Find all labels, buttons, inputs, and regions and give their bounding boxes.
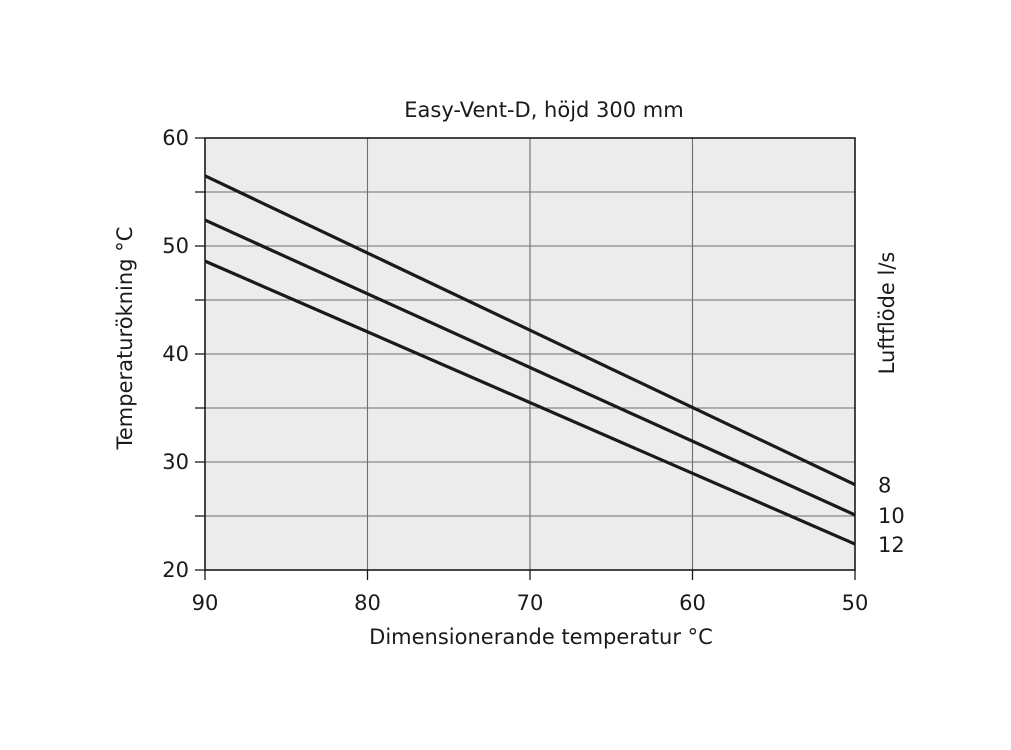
series-labels: 8 10 12	[878, 474, 905, 557]
tick-marks	[195, 137, 856, 580]
series-label-10: 10	[878, 504, 905, 528]
x-tick-label-70: 70	[517, 591, 544, 615]
y-tick-label-40: 40	[162, 342, 189, 366]
series-label-8: 8	[878, 474, 891, 498]
x-tick-labels: 90 80 70 60 50	[192, 591, 869, 615]
series-line-10	[204, 218, 856, 517]
chart-title: Easy-Vent-D, höjd 300 mm	[404, 98, 683, 122]
x-axis-label: Dimensionerande temperatur °C	[369, 625, 713, 649]
grid	[205, 138, 855, 570]
x-tick-label-50: 50	[842, 591, 869, 615]
x-tick-label-90: 90	[192, 591, 219, 615]
series-label-12: 12	[878, 533, 905, 557]
series-group	[204, 174, 856, 546]
y-tick-label-20: 20	[162, 558, 189, 582]
y-tick-label-30: 30	[162, 450, 189, 474]
series-line-12	[204, 259, 856, 546]
y-tick-labels: 20 30 40 50 60	[162, 126, 189, 582]
x-tick-label-80: 80	[354, 591, 381, 615]
y-axis-label: Temperaturökning °C	[113, 227, 137, 451]
y-tick-label-50: 50	[162, 234, 189, 258]
series-line-8	[204, 174, 856, 487]
y-tick-label-60: 60	[162, 126, 189, 150]
x-tick-label-60: 60	[679, 591, 706, 615]
secondary-axis-label: Luftflöde l/s	[875, 252, 899, 375]
